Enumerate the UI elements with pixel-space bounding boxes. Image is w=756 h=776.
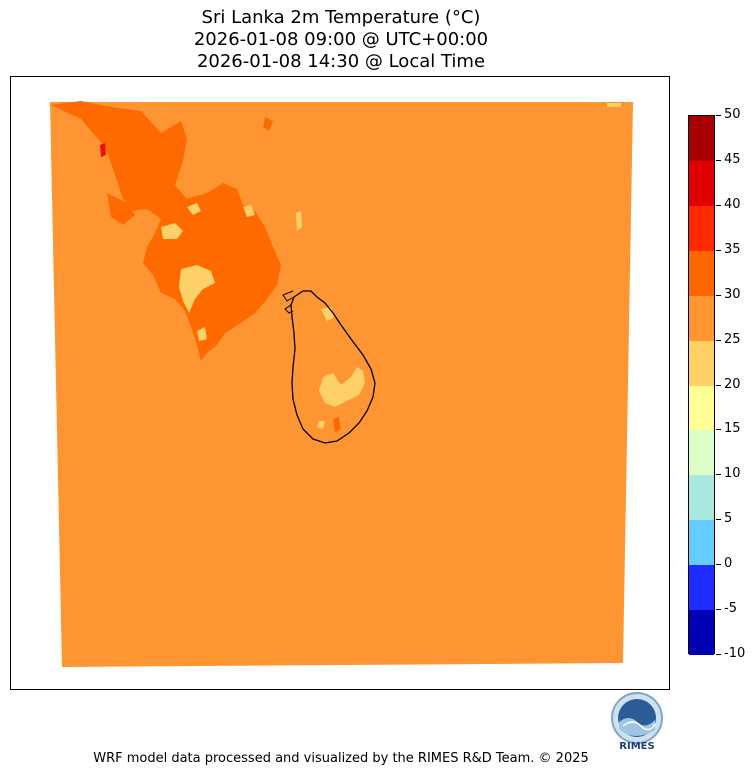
colorbar-tick (716, 249, 721, 251)
cool-patch-6 (197, 327, 207, 341)
colorbar-tick-label: 35 (724, 241, 741, 257)
colorbar-segment (689, 116, 714, 161)
mannar-coast (284, 304, 294, 314)
colorbar-segment (689, 295, 714, 341)
cool-patch-1 (161, 223, 183, 239)
colorbar-segment (689, 430, 714, 476)
sri-lanka-cool-patch-central (319, 367, 365, 407)
colorbar-segment (689, 520, 714, 566)
colorbar-tick-label: 15 (724, 421, 741, 437)
top-right-patch (607, 103, 621, 107)
india-warm-patch-small (125, 131, 151, 161)
colorbar-tick-label: 50 (724, 107, 741, 122)
rimes-logo-text: RIMES (619, 741, 655, 752)
colorbar-tick-label: 45 (724, 151, 741, 167)
sri-lanka-coastline (290, 290, 376, 444)
colorbar-tick (716, 474, 721, 476)
colorbar-tick-label: 10 (724, 466, 741, 482)
colorbar-tick (716, 204, 721, 206)
colorbar-tick (716, 654, 721, 655)
temperature-colorbar (688, 115, 715, 656)
colorbar-tick (716, 384, 721, 386)
colorbar-segment (689, 250, 714, 296)
jaffna-coast (282, 290, 295, 302)
colorbar-tick-label: 40 (724, 196, 741, 212)
colorbar-tick-label: 0 (724, 556, 733, 572)
colorbar-segment (689, 475, 714, 521)
colorbar-tick-label: 25 (724, 331, 741, 347)
colorbar-segment (689, 610, 714, 656)
map-panel: RIMES (10, 76, 670, 752)
colorbar-tick (716, 519, 721, 521)
colorbar-segment (689, 160, 714, 206)
temperature-map (50, 101, 633, 667)
colorbar-tick-label: -10 (724, 646, 746, 661)
cool-patch-5 (296, 211, 302, 231)
hot-spot (100, 143, 106, 157)
colorbar-tick (716, 159, 721, 161)
rimes-logo: RIMES (605, 688, 669, 754)
colorbar-tick-label: 5 (724, 511, 733, 527)
cool-patch-3 (187, 203, 201, 215)
india-warm-patch-upper (107, 193, 135, 225)
cool-patch-4 (243, 205, 255, 217)
colorbar-segment (689, 340, 714, 386)
colorbar-tick (716, 564, 721, 566)
colorbar-tick (716, 115, 721, 116)
colorbar-tick-label: 20 (724, 376, 741, 392)
cool-patch-2 (179, 265, 215, 313)
colorbar-tick (716, 429, 721, 431)
colorbar-segment (689, 205, 714, 251)
title-line-3: 2026-01-08 14:30 @ Local Time (196, 51, 486, 72)
colorbar-tick (716, 609, 721, 611)
colorbar-tick-label: 30 (724, 286, 741, 302)
title-line-2: 2026-01-08 09:00 @ UTC+00:00 (193, 29, 489, 50)
credits-footer: WRF model data processed and visualized … (93, 751, 589, 766)
sri-lanka-cool-patch-south (317, 421, 325, 429)
map-title: Sri Lanka 2m Temperature (°C) 2026-01-08… (0, 7, 682, 73)
colorbar-segment (689, 385, 714, 431)
rimes-globe-icon (611, 692, 663, 744)
colorbar-segment (689, 565, 714, 611)
colorbar-tick (716, 294, 721, 296)
colorbar-tick (716, 339, 721, 341)
india-warm-patch-east (263, 117, 273, 131)
colorbar-tick-label: -5 (724, 601, 737, 617)
sri-lanka-warm-spot (333, 417, 341, 433)
title-line-1: Sri Lanka 2m Temperature (°C) (201, 7, 481, 28)
